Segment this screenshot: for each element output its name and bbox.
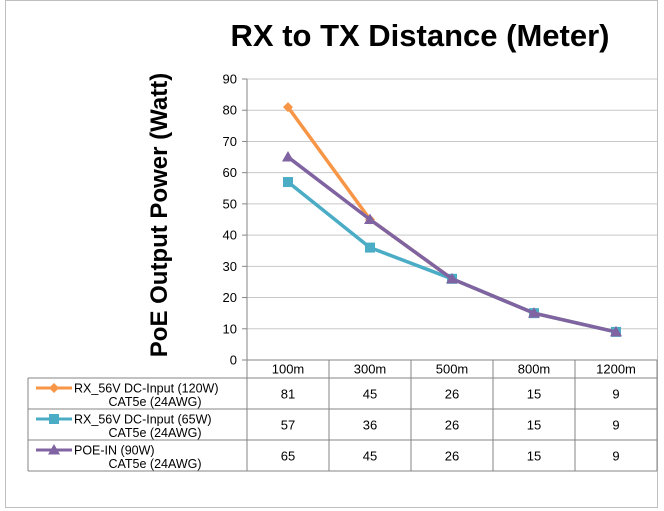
data-cell-value: 81 <box>281 387 295 402</box>
y-tick-label: 10 <box>223 321 237 336</box>
axes: 0 10 20 30 40 50 60 70 80 90 <box>223 72 248 368</box>
chart-title: RX to TX Distance (Meter) <box>230 18 610 53</box>
data-cell-value: 26 <box>445 449 459 464</box>
data-cell-value: 15 <box>527 387 541 402</box>
legend-key-marker <box>49 383 59 393</box>
y-tick-label: 60 <box>223 165 237 180</box>
x-category-label: 1200m <box>596 362 636 377</box>
data-cell-value: 9 <box>612 449 619 464</box>
y-tick-label: 40 <box>223 228 237 243</box>
data-point-marker <box>283 102 293 113</box>
x-category-label: 100m <box>272 362 305 377</box>
data-cell-value: 15 <box>527 418 541 433</box>
legend-series-name: RX_56V DC-Input (120W) <box>74 382 219 396</box>
data-cell-value: 36 <box>363 418 377 433</box>
y-tick-label: 50 <box>223 196 237 211</box>
x-category-label: 300m <box>354 362 387 377</box>
chart-frame <box>5 0 658 508</box>
legend-series-name: RX_56V DC-Input (65W) <box>74 413 212 427</box>
legend-key-marker <box>49 414 59 424</box>
data-cell-value: 45 <box>363 387 377 402</box>
legend-series-name-line2: CAT5e (24AWG) <box>108 457 201 471</box>
y-tick-label: 0 <box>230 353 237 368</box>
data-cell-value: 15 <box>527 449 541 464</box>
data-point-marker <box>282 151 294 162</box>
data-cell-value: 26 <box>445 387 459 402</box>
legend-series-name-line2: CAT5e (24AWG) <box>108 426 201 440</box>
series-line <box>286 180 617 334</box>
y-tick-label: 70 <box>223 134 237 149</box>
legend-key-marker <box>48 444 60 455</box>
data-table: 100m 300m 500m 800m 1200m RX_56V DC-Input (12… <box>27 359 658 472</box>
legend-series-name-line2: CAT5e (24AWG) <box>108 395 201 409</box>
y-tick-label: 90 <box>223 72 237 87</box>
gridlines <box>247 78 657 330</box>
data-point-marker <box>446 272 458 284</box>
data-cell-value: 9 <box>612 387 619 402</box>
y-tick-label: 20 <box>223 290 237 305</box>
series-lines <box>282 102 622 337</box>
data-point-marker <box>528 307 540 318</box>
x-category-label: 500m <box>436 362 469 377</box>
y-tick-label: 30 <box>223 259 237 274</box>
data-point-marker <box>365 242 375 253</box>
series-line <box>286 155 617 334</box>
data-cell-value: 65 <box>281 449 295 464</box>
data-point-marker <box>610 325 622 337</box>
data-cell-value: 26 <box>445 418 459 433</box>
data-point-marker <box>364 213 376 224</box>
x-category-label: 800m <box>518 362 551 377</box>
data-cell-value: 9 <box>612 418 619 433</box>
data-cell-value: 57 <box>281 418 295 433</box>
legend-series-name: POE-IN (90W) <box>74 444 155 458</box>
y-tick-label: 80 <box>223 103 237 118</box>
data-point-marker <box>283 177 293 188</box>
data-cell-value: 45 <box>363 449 377 464</box>
